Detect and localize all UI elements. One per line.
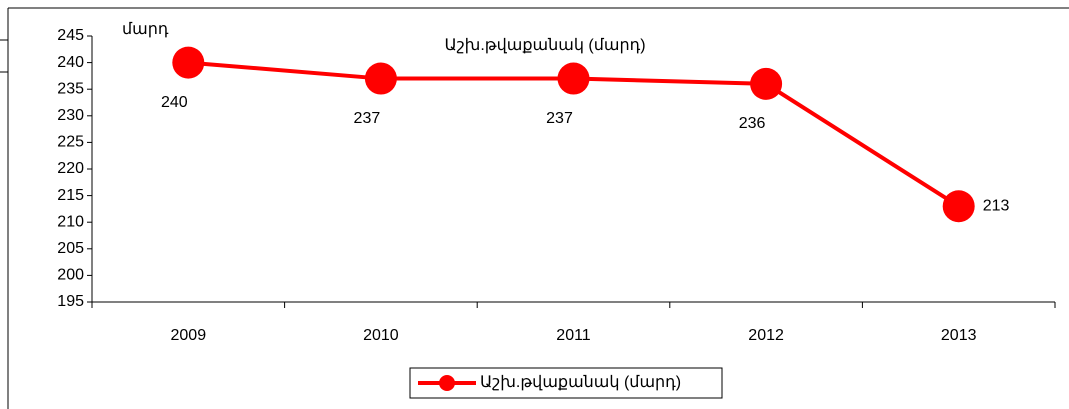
x-tick-label: 2013 (941, 327, 977, 344)
y-tick-label: 235 (57, 80, 84, 97)
x-tick-label: 2009 (171, 327, 207, 344)
data-label: 240 (161, 94, 188, 111)
data-point (942, 190, 975, 223)
chart-title: Աշխ.թվաքանակ (մարդ) (444, 37, 645, 54)
y-tick-label: 215 (57, 187, 84, 204)
x-tick-label: 2012 (748, 327, 784, 344)
data-point (557, 62, 590, 95)
y-tick-label: 210 (57, 213, 84, 230)
data-label: 236 (739, 115, 766, 132)
data-label: 237 (354, 110, 381, 127)
y-tick-label: 245 (57, 27, 84, 44)
x-tick-label: 2011 (556, 327, 591, 344)
y-axis-label: մարդ (122, 21, 169, 38)
y-tick-label: 230 (57, 107, 84, 124)
y-tick-label: 240 (57, 54, 84, 71)
y-tick-label: 220 (57, 160, 84, 177)
legend-marker (439, 375, 455, 391)
y-tick-label: 200 (57, 267, 84, 284)
y-tick-label: 225 (57, 134, 84, 151)
data-label: 213 (983, 197, 1010, 214)
data-label: 237 (546, 110, 573, 127)
data-point (750, 67, 783, 100)
x-tick-label: 2010 (363, 327, 399, 344)
legend-label: Աշխ.թվաքանակ (մարդ) (480, 374, 681, 391)
y-tick-label: 195 (57, 293, 84, 310)
y-tick-label: 205 (57, 240, 84, 257)
data-point (364, 62, 397, 95)
data-point (172, 46, 205, 79)
